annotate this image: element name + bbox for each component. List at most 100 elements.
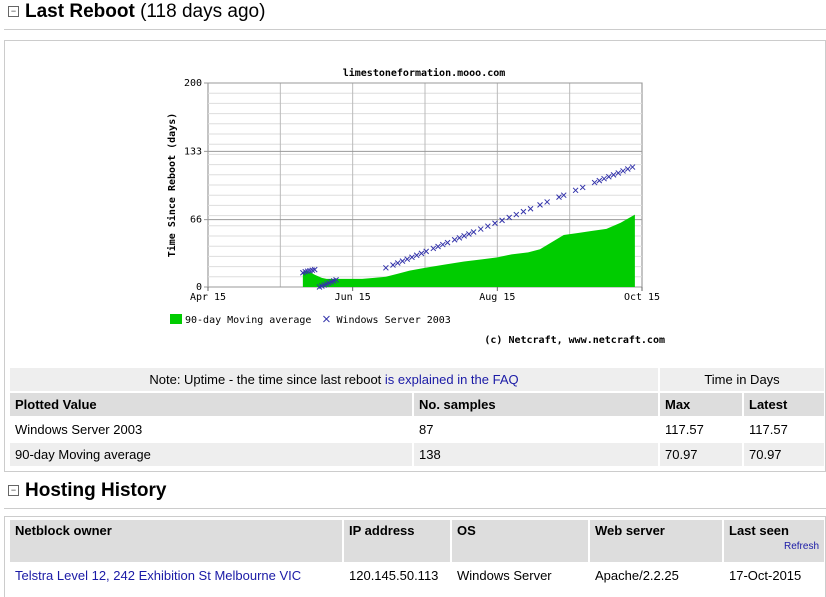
column-header: Netblock owner [10, 520, 342, 562]
copyright: (c) Netcraft, www.netcraft.com [484, 335, 665, 346]
sample-marker [596, 177, 603, 184]
cell: 117.57 [749, 422, 788, 437]
sample-marker [461, 233, 467, 239]
sample-marker [624, 166, 631, 172]
moving-average-area [302, 214, 635, 287]
heading-title: Hosting History [25, 480, 167, 501]
reboot-heading: − Last Reboot (118 days ago) [8, 1, 265, 23]
sample-marker [409, 254, 415, 261]
y-tick-label: 66 [190, 215, 202, 226]
heading-title: Last Reboot [25, 1, 135, 22]
sample-marker [513, 211, 520, 218]
sample-marker [394, 260, 401, 266]
sample-marker [413, 252, 420, 259]
cell: Windows Server 2003 [15, 422, 143, 437]
heading-rule [4, 508, 826, 509]
sample-marker [418, 250, 425, 257]
sample-marker [610, 172, 617, 178]
sample-marker [430, 245, 437, 252]
note: Note: Uptime - the time since last reboo… [149, 372, 382, 387]
cell: 138 [414, 443, 658, 466]
sample-marker [499, 217, 505, 224]
refresh-link[interactable]: Refresh [783, 541, 819, 552]
sample-marker [591, 179, 598, 186]
column-header: Plotted Value [10, 393, 412, 416]
sample-marker [620, 168, 626, 174]
sample-marker [506, 214, 513, 221]
group-header: Time in Days [660, 368, 824, 391]
sample-marker [466, 231, 472, 237]
column-header: No. samples [414, 393, 658, 416]
sample-marker [423, 248, 430, 255]
cell: 90-day Moving average [10, 443, 412, 466]
sample-marker [451, 236, 458, 243]
cell: Windows Server [457, 568, 552, 583]
legend-swatch [170, 314, 182, 324]
x-tick-label: Apr 15 [190, 292, 226, 303]
y-axis-label: Time Since Reboot (days) [166, 113, 178, 258]
column-header: Latest [744, 393, 824, 416]
sample-marker [383, 264, 389, 271]
x-tick-label: Aug 15 [479, 292, 515, 303]
sample-marker [311, 266, 318, 273]
sample-marker [544, 199, 550, 205]
sample-marker [615, 170, 622, 176]
sample-marker [484, 223, 491, 230]
hosting-heading: − Hosting History [8, 480, 166, 502]
column-header: Web server [590, 520, 722, 562]
cell: 17-Oct-2015 [729, 568, 802, 583]
sample-marker [537, 202, 543, 208]
faq-link[interactable]: is explained in the FAQ [384, 372, 519, 387]
sample-marker [601, 175, 607, 182]
sample-marker [470, 229, 477, 235]
cell: 70.97 [660, 443, 742, 466]
column-header: IP address [344, 520, 450, 562]
cell: 117.57 [665, 422, 704, 437]
chart: limestoneformation.mooo.com Time Since R… [166, 67, 665, 346]
sample-marker [492, 220, 498, 227]
y-tick-label: 133 [184, 146, 202, 157]
cell: 87 [419, 422, 434, 437]
sample-marker [439, 241, 446, 248]
sample-marker [520, 208, 527, 215]
note-cell: Note: Uptime - the time since last reboo… [10, 368, 658, 391]
sample-marker [572, 187, 579, 194]
cell: 70.97 [744, 443, 824, 466]
sample-marker [605, 173, 612, 180]
sample-marker [456, 234, 463, 241]
legend-label: Windows Server 2003 [336, 315, 450, 326]
sample-marker [477, 226, 484, 232]
sample-marker [444, 239, 451, 246]
sample-marker [435, 243, 441, 250]
y-tick-label: 200 [184, 78, 202, 89]
legend-swatch [323, 315, 330, 323]
legend-label: 90-day Moving average [185, 315, 311, 326]
uptime-table: Note: Uptime - the time since last reboo… [8, 366, 826, 468]
cell: 120.145.50.113 [349, 568, 439, 583]
sample-marker [527, 205, 534, 212]
sample-marker [333, 277, 339, 283]
sample-marker [390, 262, 396, 268]
heading-subtitle: (118 days ago) [140, 1, 266, 22]
heading-rule [4, 29, 826, 30]
sample-marker [579, 184, 586, 191]
column-header: OS [452, 520, 588, 562]
hosting-table: Netblock owner IP address OS Web server Last… [8, 518, 826, 589]
netblock-link[interactable]: Telstra Level 12, 242 Exhibition St Melb… [15, 568, 302, 583]
y-tick-label: 0 [196, 282, 202, 293]
sample-marker [404, 256, 411, 263]
sample-marker [399, 258, 406, 264]
collapse-toggle[interactable]: − [8, 485, 19, 496]
sample-marker [629, 164, 636, 170]
cell: Apache/2.2.25 [595, 568, 679, 583]
x-tick-label: Oct 15 [624, 292, 660, 303]
reboot-panel: limestoneformation.mooo.com Time Since R… [4, 40, 826, 472]
collapse-toggle[interactable]: − [8, 6, 19, 17]
x-tick-label: Jun 15 [335, 292, 371, 303]
chart-title: limestoneformation.mooo.com [343, 67, 506, 79]
sample-marker [560, 192, 567, 199]
hosting-panel: Netblock owner IP address OS Web server Last… [4, 516, 826, 597]
column-header: Last seen [729, 523, 789, 538]
column-header: Max [660, 393, 742, 416]
